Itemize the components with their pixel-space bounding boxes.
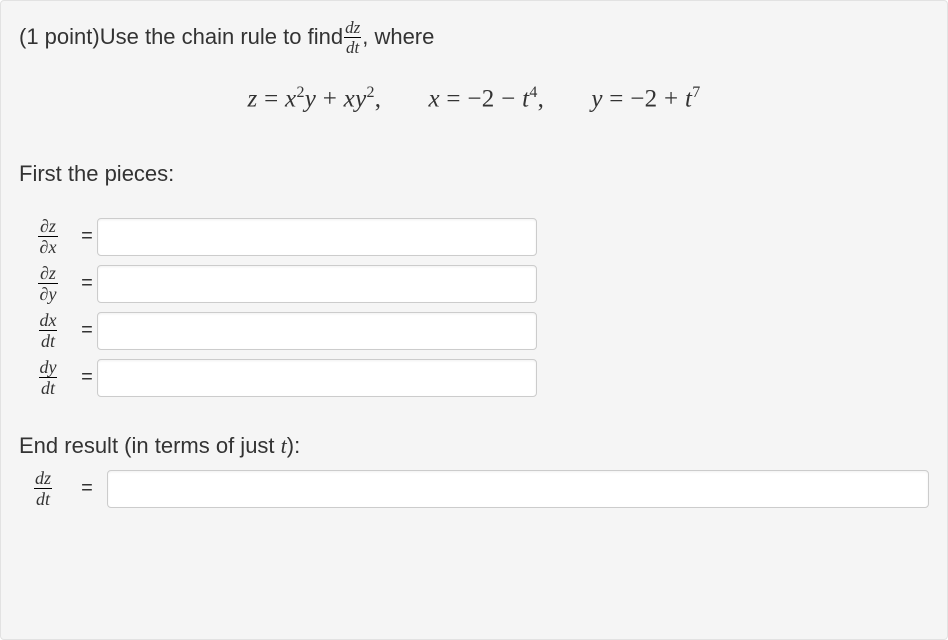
equals-sign: =	[77, 225, 97, 248]
input-dy-dt[interactable]	[97, 359, 537, 397]
pieces-grid: ∂z ∂x = ∂z ∂y = dx dt = dy dt	[19, 217, 929, 397]
equals-sign: =	[77, 366, 97, 389]
label-dz-dt-final: dz dt	[19, 469, 67, 508]
input-dx-dt[interactable]	[97, 312, 537, 350]
label-dz-dy: ∂z ∂y	[19, 264, 77, 303]
label-dx-dt: dx dt	[19, 311, 77, 350]
equals-sign: =	[77, 272, 97, 295]
input-dz-dt-final[interactable]	[107, 470, 929, 508]
label-dz-dx: ∂z ∂x	[19, 217, 77, 256]
equals-sign: =	[77, 477, 97, 500]
pieces-heading: First the pieces:	[19, 161, 929, 187]
input-dz-dy[interactable]	[97, 265, 537, 303]
dz-dt-fraction: dz dt	[343, 19, 362, 56]
problem-panel: (1 point) Use the chain rule to find dz …	[0, 0, 948, 640]
final-row: dz dt =	[19, 469, 929, 508]
input-dz-dx[interactable]	[97, 218, 537, 256]
end-result-heading: End result (in terms of just t):	[19, 433, 929, 459]
fraction-num: dz	[343, 19, 362, 37]
equals-sign: =	[77, 319, 97, 342]
fraction-den: dt	[344, 37, 361, 56]
label-dy-dt: dy dt	[19, 358, 77, 397]
points-prefix: (1 point)	[19, 24, 100, 50]
after-text: , where	[362, 24, 434, 50]
given-equations: z = x2y + xy2, x = −2 − t4, y = −2 + t7	[19, 84, 929, 113]
lead-text: Use the chain rule to find	[100, 24, 343, 50]
problem-statement: (1 point) Use the chain rule to find dz …	[19, 19, 929, 56]
